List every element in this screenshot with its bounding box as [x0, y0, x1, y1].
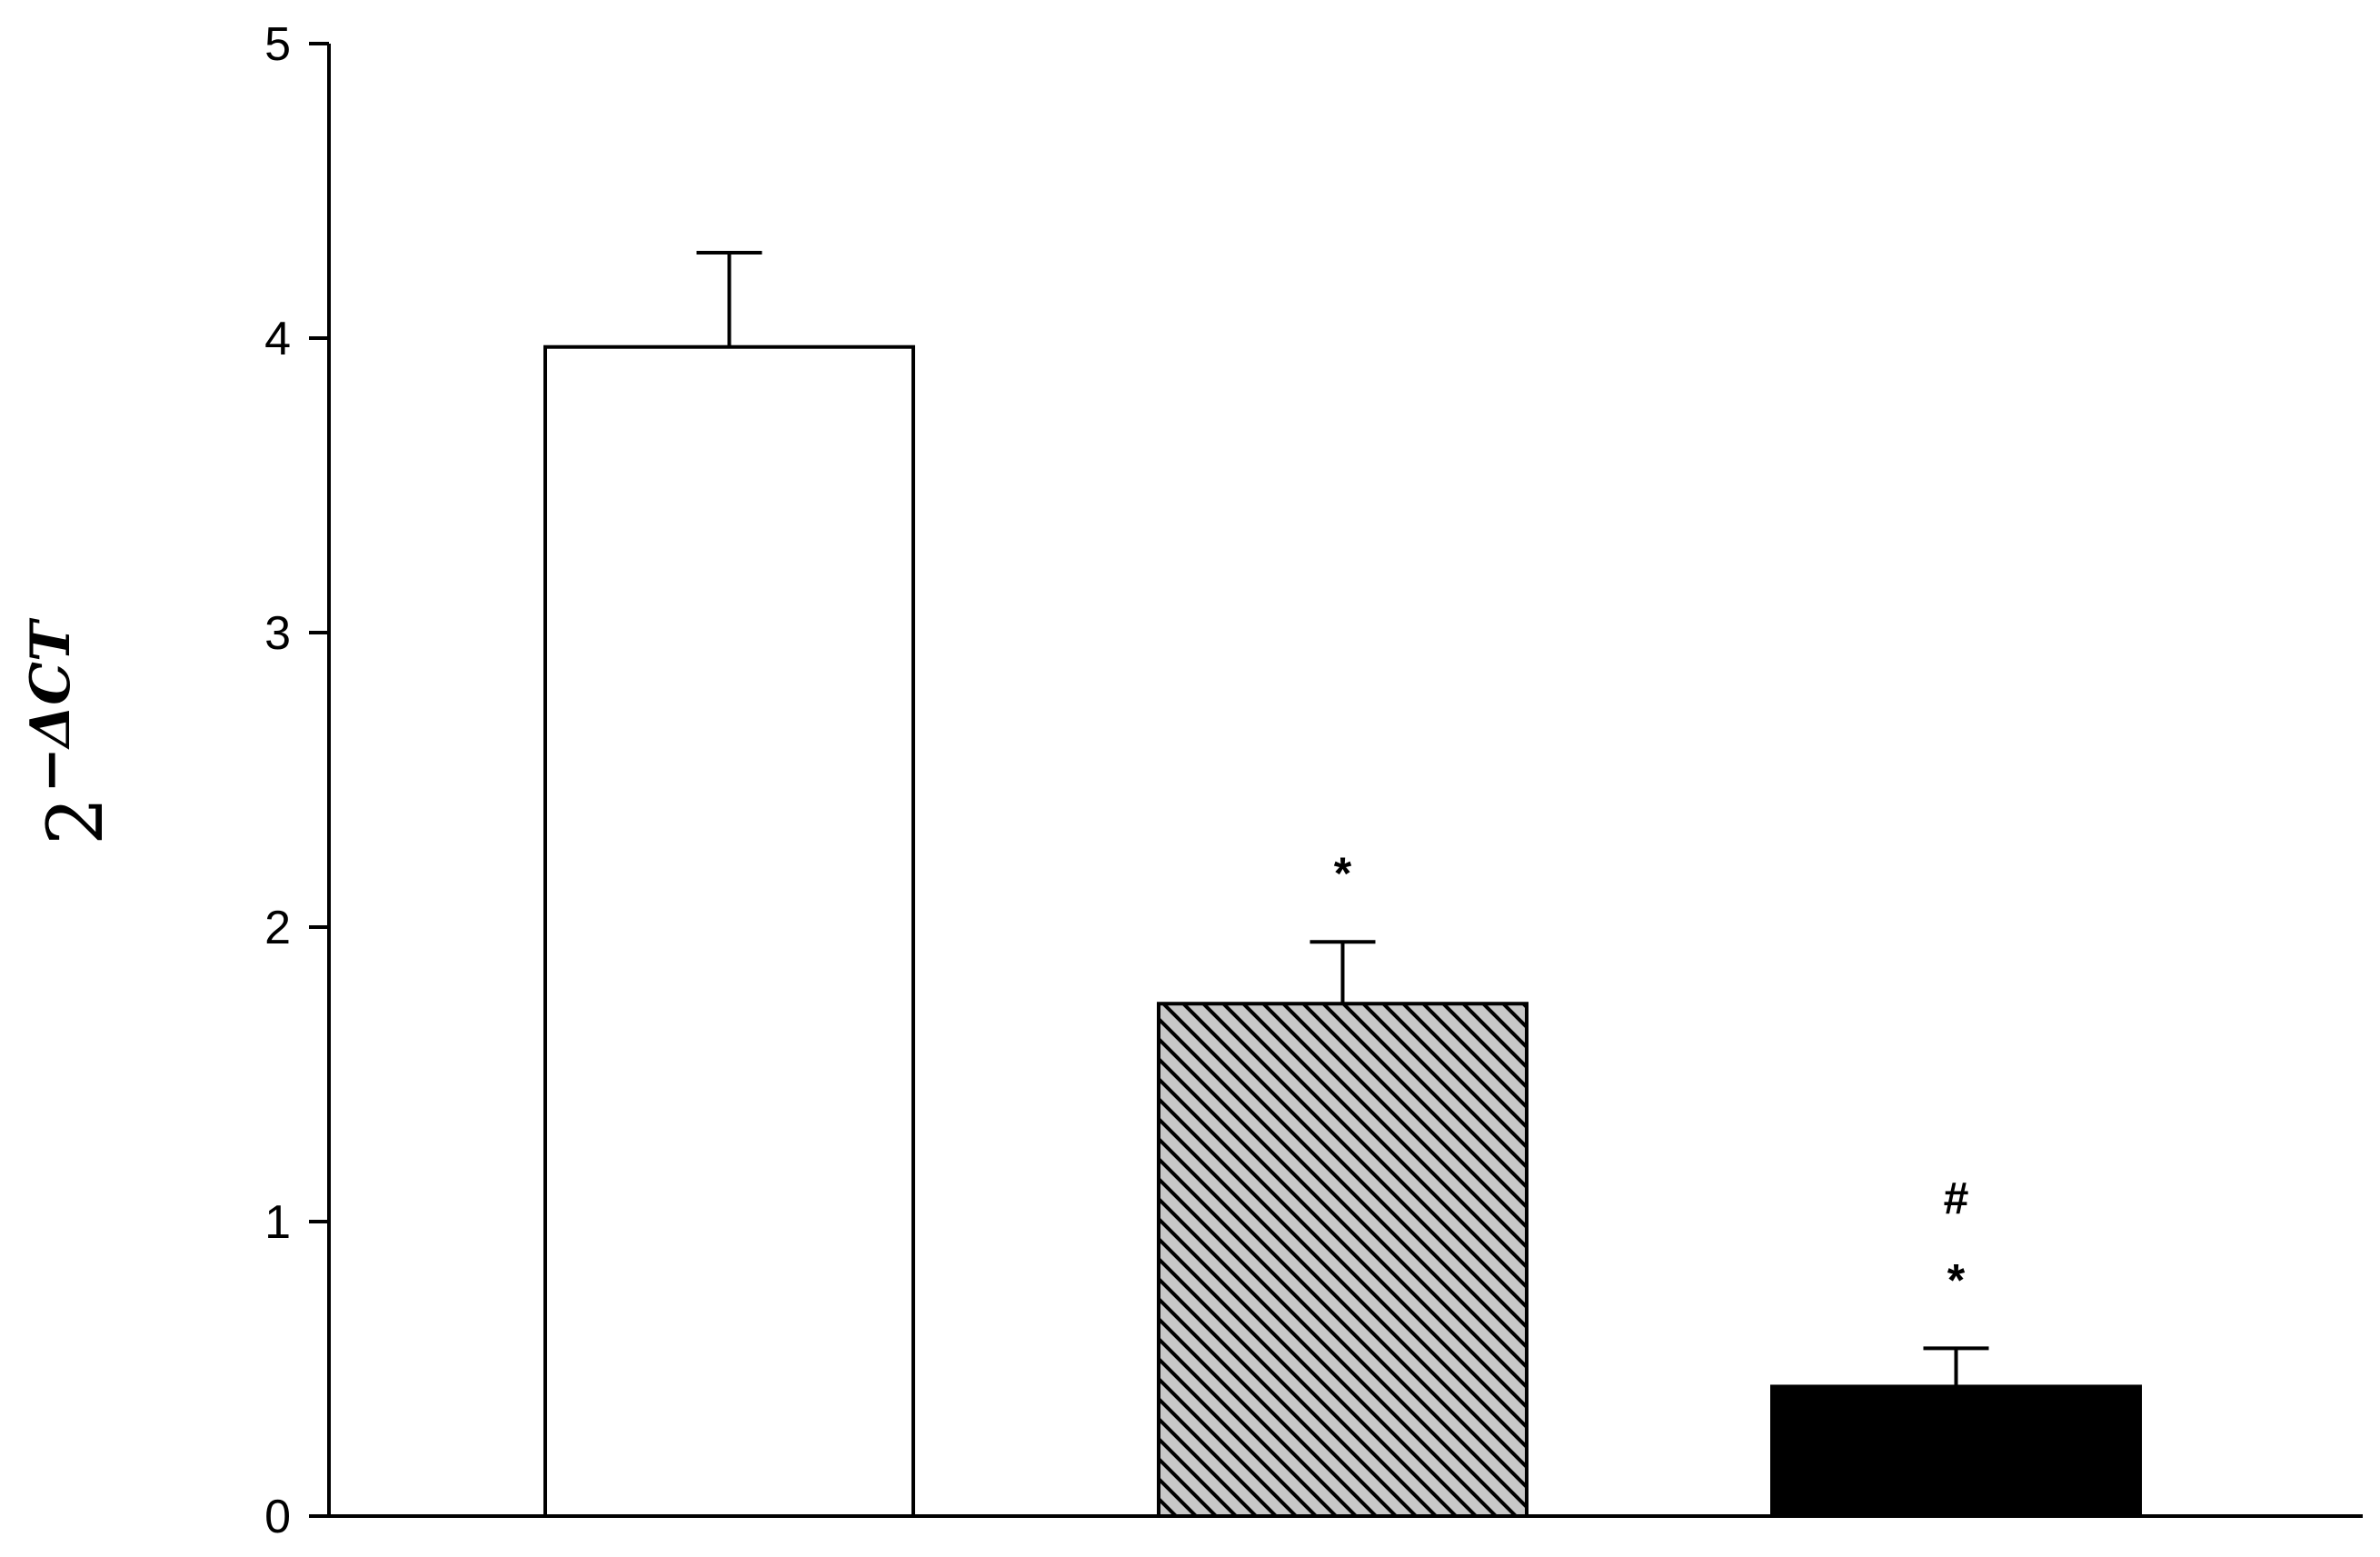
bar-1 [1157, 1002, 1529, 1518]
y-tick-label-0: 0 [264, 1491, 291, 1543]
y-tick-label-3: 3 [264, 607, 291, 660]
y-axis-label: 2−ΔCT [19, 617, 120, 845]
significance-mark-1-0: # [1944, 1173, 1969, 1223]
bar-2 [1770, 1384, 2142, 1518]
y-tick-label-4: 4 [264, 313, 291, 365]
y-tick-label-5: 5 [264, 18, 291, 71]
bars-group [543, 344, 2142, 1519]
bar-0 [543, 344, 915, 1519]
y-axis-label-base: 2 [31, 797, 120, 845]
y-axis-label-exponent: −ΔCT [19, 617, 83, 793]
y-tick-label-1: 1 [264, 1196, 291, 1249]
annotations-group: * # * [1334, 848, 1969, 1305]
y-ticks-group: 0 1 2 3 4 5 [264, 18, 329, 1543]
y-tick-label-2: 2 [264, 902, 291, 954]
error-bars-group [696, 251, 1989, 1387]
significance-mark-0-0: * [1334, 848, 1352, 899]
significance-mark-1-1: * [1947, 1254, 1966, 1305]
svg-text:2−ΔCT: 2−ΔCT [19, 617, 120, 845]
